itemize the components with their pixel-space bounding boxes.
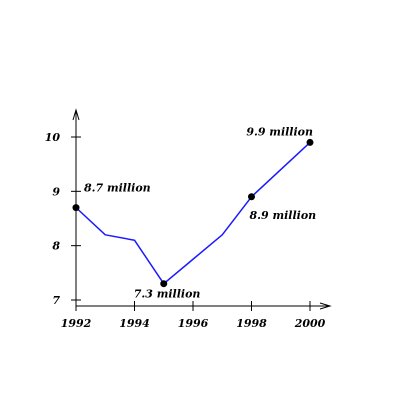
x-tick-label: 2000 bbox=[294, 317, 326, 330]
data-label: 8.7 million bbox=[84, 182, 151, 195]
axes: 7 8 9 10 1992 1994 1996 1998 2000 bbox=[45, 108, 332, 330]
x-tick-label: 1996 bbox=[178, 317, 209, 330]
marked-points bbox=[72, 138, 314, 288]
data-point bbox=[248, 193, 255, 201]
series-layer bbox=[75, 141, 311, 285]
y-tick-label: 7 bbox=[52, 294, 60, 307]
y-tick-label: 10 bbox=[45, 131, 61, 144]
x-tick-label: 1992 bbox=[61, 317, 92, 330]
series-line bbox=[75, 141, 311, 285]
y-tick-label: 9 bbox=[52, 185, 60, 198]
y-axis-arrow bbox=[72, 108, 80, 121]
data-label: 9.9 million bbox=[246, 125, 313, 138]
data-label: 8.9 million bbox=[250, 209, 317, 222]
data-point bbox=[160, 280, 168, 288]
data-point bbox=[306, 138, 314, 146]
x-axis-arrow bbox=[319, 302, 332, 310]
x-tick-label: 1998 bbox=[236, 317, 267, 330]
labels-layer: 8.7 million 7.3 million 8.9 million 9.9 mil… bbox=[84, 125, 316, 300]
data-label: 7.3 million bbox=[134, 288, 201, 301]
x-tick-label: 1994 bbox=[119, 317, 150, 330]
data-point bbox=[72, 204, 80, 212]
y-tick-label: 8 bbox=[52, 240, 60, 253]
